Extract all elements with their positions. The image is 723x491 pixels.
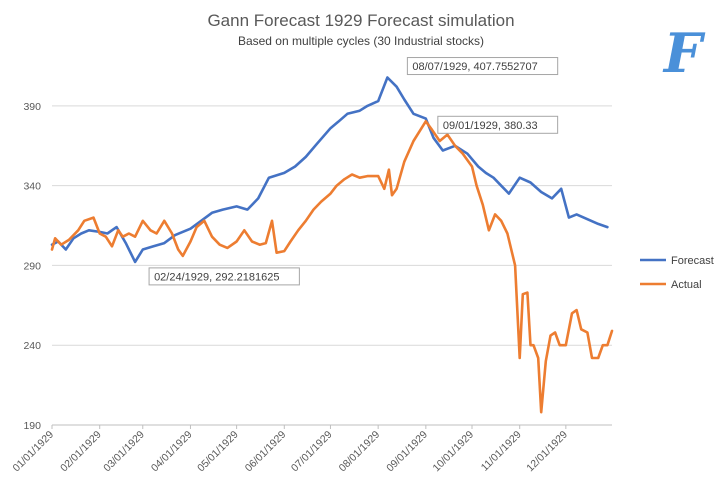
y-tick-label: 390	[23, 101, 41, 113]
x-tick-label: 06/01/1929	[243, 429, 289, 475]
legend-label-actual: Actual	[671, 279, 702, 291]
series-line-forecast	[50, 76, 609, 264]
y-tick-label: 340	[23, 181, 41, 193]
legend: Forecast Actual	[640, 255, 714, 291]
chart-subtitle: Based on multiple cycles (30 Industrial …	[238, 34, 484, 48]
y-tick-label: 240	[23, 340, 41, 352]
callout: 09/01/1929, 380.33	[437, 115, 559, 134]
x-tick-label: 12/01/1929	[524, 429, 570, 475]
chart-title: Gann Forecast 1929 Forecast simulation	[207, 11, 514, 30]
x-tick-label: 07/01/1929	[289, 429, 335, 475]
x-tick-label: 03/01/1929	[101, 429, 147, 475]
logo-letter: F	[662, 21, 706, 85]
callout-label: 08/07/1929, 407.7552707	[412, 61, 537, 73]
callout-box	[406, 57, 559, 76]
legend-label-forecast: Forecast	[671, 255, 714, 267]
x-tick-label: 11/01/1929	[479, 429, 524, 474]
x-tick-label: 04/01/1929	[149, 429, 195, 475]
data-callouts: 08/07/1929, 407.7552707 09/01/1929, 380.3…	[148, 57, 559, 286]
y-tick-label: 190	[23, 420, 41, 432]
series-line-actual	[50, 120, 614, 414]
callout: 08/07/1929, 407.7552707	[406, 57, 559, 76]
x-tick-label: 01/01/1929	[10, 429, 56, 475]
callout: 02/24/1929, 292.2181625	[148, 267, 300, 286]
callout-label: 09/01/1929, 380.33	[443, 120, 538, 132]
x-tick-label: 05/01/1929	[195, 429, 241, 475]
gridlines	[52, 105, 612, 426]
series-lines	[50, 76, 614, 414]
logo: F	[662, 21, 706, 85]
callout-box	[148, 267, 300, 286]
y-tick-label: 290	[23, 260, 41, 272]
y-axis: 190 240 290 340 390	[23, 101, 41, 432]
callout-box	[437, 115, 559, 134]
x-tick-label: 10/01/1929	[430, 429, 476, 475]
x-tick-label: 02/01/1929	[58, 429, 104, 475]
callout-label: 02/24/1929, 292.2181625	[154, 271, 279, 283]
x-tick-label: 09/01/1929	[384, 429, 430, 475]
x-tick-label: 08/01/1929	[337, 429, 383, 475]
